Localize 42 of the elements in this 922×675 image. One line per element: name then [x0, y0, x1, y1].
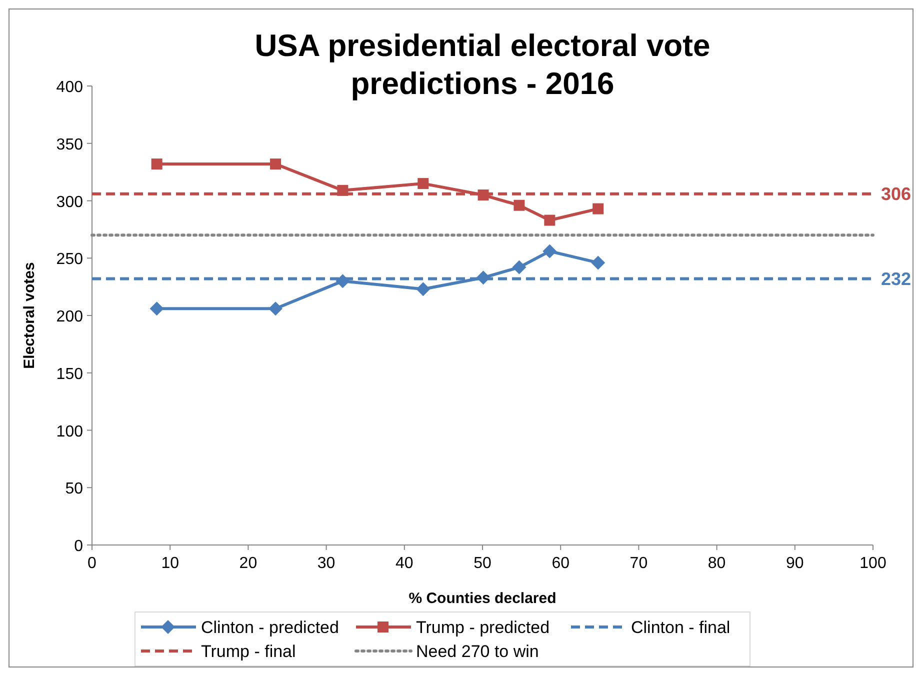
legend-label: Trump - final — [201, 642, 296, 661]
point — [512, 260, 526, 274]
y-tick-label: 200 — [56, 308, 84, 326]
y-tick-label: 0 — [74, 538, 84, 555]
x-tick-label: 60 — [552, 555, 570, 572]
x-tick-label: 20 — [239, 555, 258, 572]
y-tick-label: 250 — [56, 251, 84, 268]
legend-label: Clinton - final — [631, 618, 730, 637]
x-tick-label: 40 — [396, 555, 414, 572]
y-tick-label: 400 — [56, 79, 84, 96]
legend-label: Need 270 to win — [416, 642, 539, 661]
point — [591, 256, 606, 270]
point — [270, 158, 282, 170]
point — [268, 302, 283, 316]
x-tick-label: 90 — [786, 555, 804, 572]
x-tick-label: 70 — [630, 555, 648, 572]
legend-label: Trump - predicted — [416, 618, 550, 637]
x-axis-title: % Counties declared — [408, 590, 556, 607]
y-tick-label: 50 — [65, 480, 84, 498]
point — [151, 158, 162, 170]
data-label: 306 — [881, 184, 912, 204]
y-axis-title: Electoral votes — [21, 262, 38, 369]
point — [150, 302, 164, 316]
point — [514, 200, 525, 211]
chart-title: USA presidential electoral vote predictions - 2016 — [254, 28, 710, 101]
y-tick-label: 350 — [56, 136, 84, 154]
point — [418, 178, 429, 190]
point — [542, 244, 557, 258]
y-tick-label: 150 — [56, 366, 84, 383]
x-tick-label: 50 — [474, 555, 492, 572]
x-tick-label: 0 — [88, 555, 97, 572]
y-tick-label: 300 — [56, 194, 84, 211]
legend-label: Clinton - predicted — [201, 618, 339, 637]
point — [416, 282, 430, 296]
data-label: 232 — [881, 268, 912, 289]
x-tick-label: 80 — [708, 555, 726, 572]
x-tick-label: 100 — [860, 555, 886, 572]
point — [592, 203, 604, 214]
x-tick-label: 10 — [161, 555, 180, 572]
point — [544, 214, 556, 226]
x-tick-label: 30 — [317, 555, 336, 572]
y-tick-label: 100 — [56, 423, 84, 440]
